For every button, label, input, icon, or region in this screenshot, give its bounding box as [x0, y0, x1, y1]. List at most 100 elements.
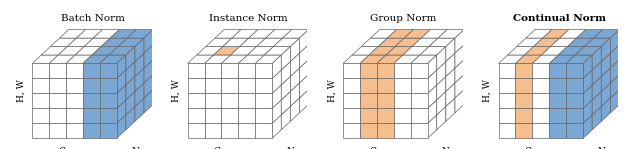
Polygon shape	[499, 78, 515, 93]
Polygon shape	[300, 74, 308, 98]
Polygon shape	[282, 62, 291, 85]
Polygon shape	[83, 78, 100, 93]
Polygon shape	[455, 30, 464, 53]
Text: Batch Norm: Batch Norm	[61, 14, 125, 23]
Polygon shape	[49, 93, 66, 108]
Polygon shape	[66, 78, 83, 93]
Polygon shape	[377, 108, 394, 123]
Polygon shape	[126, 106, 135, 130]
Polygon shape	[515, 108, 532, 123]
Polygon shape	[386, 46, 412, 55]
Polygon shape	[568, 38, 593, 46]
Polygon shape	[238, 78, 255, 93]
Polygon shape	[343, 123, 360, 138]
Polygon shape	[508, 46, 534, 55]
Polygon shape	[49, 78, 66, 93]
Polygon shape	[60, 30, 86, 38]
Polygon shape	[377, 123, 394, 138]
Polygon shape	[221, 63, 238, 78]
Polygon shape	[116, 85, 126, 108]
Polygon shape	[127, 30, 153, 38]
Polygon shape	[352, 46, 378, 55]
Polygon shape	[526, 30, 552, 38]
Polygon shape	[360, 55, 386, 63]
Polygon shape	[532, 78, 549, 93]
Polygon shape	[377, 63, 394, 78]
Polygon shape	[343, 93, 360, 108]
Polygon shape	[144, 89, 153, 113]
Polygon shape	[566, 78, 583, 93]
Polygon shape	[257, 38, 283, 46]
Polygon shape	[188, 55, 214, 63]
Polygon shape	[394, 108, 411, 123]
Polygon shape	[84, 38, 110, 46]
Polygon shape	[110, 30, 136, 38]
Polygon shape	[421, 30, 447, 38]
Text: H, W: H, W	[483, 79, 492, 102]
Polygon shape	[343, 55, 369, 63]
Polygon shape	[602, 38, 611, 62]
Polygon shape	[239, 38, 266, 46]
Polygon shape	[394, 55, 420, 63]
Polygon shape	[549, 63, 566, 78]
Polygon shape	[602, 83, 611, 106]
Polygon shape	[411, 63, 428, 78]
Polygon shape	[566, 108, 583, 123]
Polygon shape	[291, 83, 300, 106]
Polygon shape	[116, 100, 126, 123]
Polygon shape	[499, 93, 515, 108]
Polygon shape	[592, 91, 602, 115]
Polygon shape	[584, 38, 611, 46]
Polygon shape	[116, 70, 126, 93]
Polygon shape	[436, 76, 446, 100]
Polygon shape	[135, 53, 144, 76]
Polygon shape	[206, 38, 232, 46]
Polygon shape	[144, 30, 153, 53]
Polygon shape	[32, 108, 49, 123]
Polygon shape	[100, 108, 116, 123]
Polygon shape	[205, 63, 221, 78]
Polygon shape	[377, 78, 394, 93]
Polygon shape	[49, 123, 66, 138]
Polygon shape	[549, 55, 575, 63]
Polygon shape	[611, 45, 620, 68]
Polygon shape	[611, 74, 620, 98]
Polygon shape	[300, 45, 308, 68]
Polygon shape	[66, 55, 92, 63]
Polygon shape	[394, 93, 411, 108]
Polygon shape	[144, 74, 153, 98]
Polygon shape	[566, 55, 592, 63]
Polygon shape	[543, 30, 569, 38]
Polygon shape	[592, 76, 602, 100]
Polygon shape	[394, 78, 411, 93]
Polygon shape	[221, 93, 238, 108]
Polygon shape	[300, 30, 308, 53]
Polygon shape	[360, 78, 377, 93]
Polygon shape	[395, 38, 421, 46]
Polygon shape	[499, 123, 515, 138]
Polygon shape	[264, 46, 291, 55]
Polygon shape	[343, 78, 360, 93]
Polygon shape	[411, 78, 428, 93]
Polygon shape	[611, 30, 620, 53]
Polygon shape	[291, 38, 300, 62]
Polygon shape	[272, 55, 282, 78]
Polygon shape	[515, 55, 541, 63]
Polygon shape	[32, 123, 49, 138]
Polygon shape	[499, 55, 525, 63]
Polygon shape	[255, 78, 272, 93]
Polygon shape	[411, 55, 436, 63]
Polygon shape	[49, 108, 66, 123]
Polygon shape	[188, 108, 205, 123]
Text: C: C	[369, 147, 376, 149]
Polygon shape	[215, 30, 241, 38]
Polygon shape	[592, 62, 602, 85]
Polygon shape	[532, 123, 549, 138]
Text: Continual Norm: Continual Norm	[513, 14, 605, 23]
Polygon shape	[420, 46, 446, 55]
Text: Group Norm: Group Norm	[371, 14, 436, 23]
Polygon shape	[144, 45, 153, 68]
Polygon shape	[126, 62, 135, 85]
Polygon shape	[205, 108, 221, 123]
Polygon shape	[515, 123, 532, 138]
